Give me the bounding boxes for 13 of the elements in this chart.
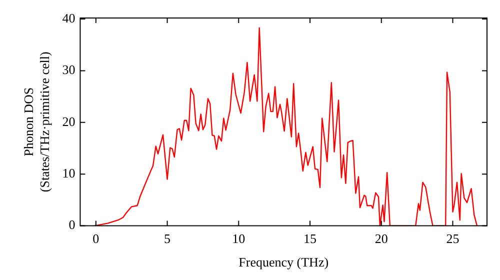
- x-tick-label: 0: [92, 231, 100, 246]
- y-axis-title: Phonon DOS (States/THz·primitive cell): [21, 52, 52, 192]
- y-tick-label: 20: [62, 114, 76, 129]
- y-tick-label: 40: [62, 10, 76, 26]
- x-tick-label: 10: [232, 231, 246, 246]
- y-tick-label: 0: [68, 217, 76, 232]
- x-tick-label: 15: [304, 231, 317, 246]
- x-axis-title: Frequency (THz): [238, 254, 329, 270]
- x-tick-label: 20: [374, 231, 388, 246]
- y-tick-label: 30: [62, 62, 76, 78]
- x-tick-label: 5: [164, 231, 171, 246]
- y-tick-label: 10: [62, 166, 76, 181]
- x-tick-label: 25: [446, 231, 460, 246]
